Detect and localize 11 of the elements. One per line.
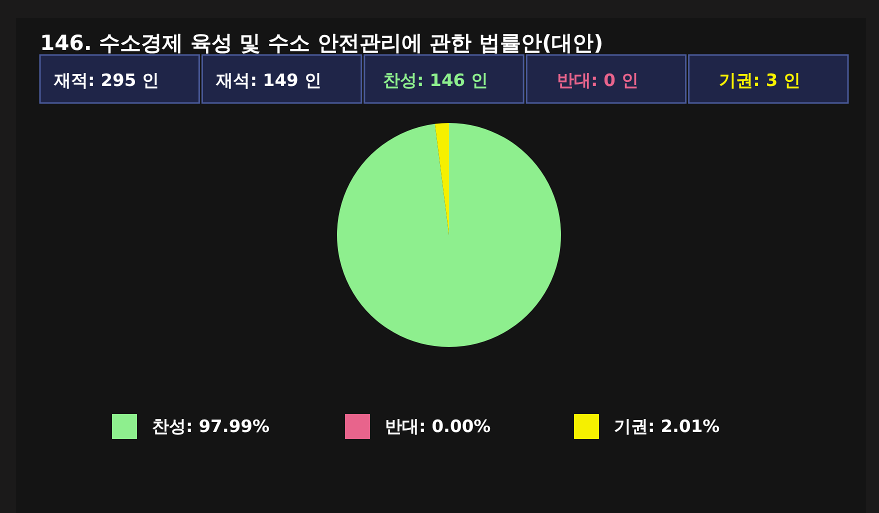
legend-label: 기권: 2.01% — [614, 417, 720, 437]
text: 찬성: 146 인 — [382, 71, 488, 91]
text: 기권: 3 인 — [719, 71, 801, 91]
pie-slice — [337, 123, 561, 347]
legend-label: 반대: 0.00% — [385, 417, 491, 437]
pie-slice — [434, 123, 449, 235]
text: 재석: 149 인 — [215, 71, 322, 91]
chart-title: 146. 수소경제 육성 및 수소 안전관리에 관한 법률안(대안) — [40, 31, 604, 55]
text: 반대: 0 인 — [556, 71, 638, 91]
text: 재적: 295 인 — [53, 71, 160, 91]
legend-label: 찬성: 97.99% — [152, 417, 270, 437]
